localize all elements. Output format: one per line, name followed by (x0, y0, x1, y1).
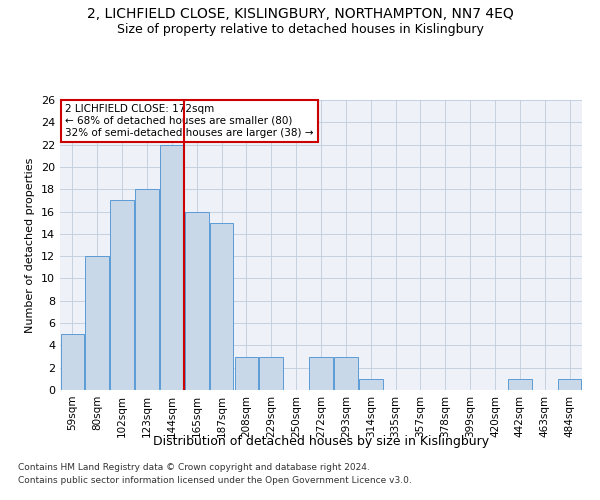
Bar (135, 189, 159, 390)
Bar (259, 356, 283, 390)
Bar (309, 356, 333, 390)
Bar (359, 379, 383, 390)
Bar (185, 212, 209, 390)
Bar (110, 200, 134, 390)
Bar (558, 379, 581, 390)
Bar (508, 379, 532, 390)
Bar (235, 356, 258, 390)
Bar (160, 144, 184, 390)
Text: Distribution of detached houses by size in Kislingbury: Distribution of detached houses by size … (153, 435, 489, 448)
Y-axis label: Number of detached properties: Number of detached properties (25, 158, 35, 332)
Text: 2, LICHFIELD CLOSE, KISLINGBURY, NORTHAMPTON, NN7 4EQ: 2, LICHFIELD CLOSE, KISLINGBURY, NORTHAM… (86, 8, 514, 22)
Text: 2 LICHFIELD CLOSE: 172sqm
← 68% of detached houses are smaller (80)
32% of semi-: 2 LICHFIELD CLOSE: 172sqm ← 68% of detac… (65, 104, 314, 138)
Bar (210, 222, 233, 390)
Bar (85, 256, 109, 390)
Text: Contains HM Land Registry data © Crown copyright and database right 2024.: Contains HM Land Registry data © Crown c… (18, 464, 370, 472)
Bar (61, 334, 84, 390)
Text: Contains public sector information licensed under the Open Government Licence v3: Contains public sector information licen… (18, 476, 412, 485)
Bar (334, 356, 358, 390)
Text: Size of property relative to detached houses in Kislingbury: Size of property relative to detached ho… (116, 22, 484, 36)
